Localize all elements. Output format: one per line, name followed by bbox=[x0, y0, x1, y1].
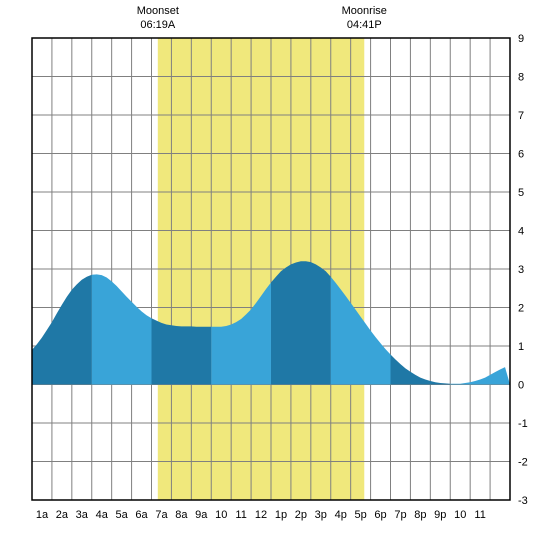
y-tick-label: 3 bbox=[518, 264, 524, 276]
x-tick-label: 3p bbox=[315, 509, 327, 521]
tide-chart: -3-2-101234567891a2a3a4a5a6a7a8a9a101112… bbox=[0, 0, 550, 550]
tide-shadow-stripe bbox=[271, 261, 331, 384]
y-tick-label: 5 bbox=[518, 187, 524, 199]
y-tick-label: -2 bbox=[518, 457, 528, 469]
x-tick-label: 7p bbox=[394, 509, 406, 521]
moonrise-title: Moonrise bbox=[342, 5, 387, 17]
tide-chart-svg: -3-2-101234567891a2a3a4a5a6a7a8a9a101112… bbox=[0, 0, 550, 550]
x-tick-label: 11 bbox=[235, 509, 246, 521]
y-tick-label: -3 bbox=[518, 495, 528, 507]
x-tick-label: 7a bbox=[155, 509, 168, 521]
y-tick-label: -1 bbox=[518, 418, 528, 430]
moonrise-time: 04:41P bbox=[347, 19, 382, 31]
x-tick-label: 12 bbox=[255, 509, 267, 521]
x-tick-label: 4a bbox=[96, 509, 109, 521]
x-tick-label: 1p bbox=[275, 509, 287, 521]
y-tick-label: 7 bbox=[518, 110, 524, 122]
moonset-time: 06:19A bbox=[140, 19, 176, 31]
x-tick-label: 5a bbox=[116, 509, 129, 521]
moonset-title: Moonset bbox=[137, 5, 179, 17]
x-tick-label: 6p bbox=[374, 509, 386, 521]
x-tick-label: 9a bbox=[195, 509, 208, 521]
x-tick-label: 5p bbox=[355, 509, 367, 521]
y-tick-label: 0 bbox=[518, 380, 524, 392]
y-tick-label: 4 bbox=[518, 226, 524, 238]
tide-shadow-stripe bbox=[152, 318, 212, 384]
y-tick-label: 8 bbox=[518, 72, 524, 84]
x-tick-label: 2p bbox=[295, 509, 307, 521]
y-tick-label: 1 bbox=[518, 341, 524, 353]
x-tick-label: 10 bbox=[215, 509, 227, 521]
x-tick-label: 1a bbox=[36, 509, 49, 521]
y-tick-label: 2 bbox=[518, 303, 524, 315]
x-tick-label: 8p bbox=[414, 509, 426, 521]
x-tick-label: 8a bbox=[175, 509, 188, 521]
y-tick-label: 6 bbox=[518, 149, 524, 161]
x-tick-label: 4p bbox=[335, 509, 347, 521]
x-tick-label: 10 bbox=[454, 509, 466, 521]
x-tick-label: 3a bbox=[76, 509, 89, 521]
x-tick-label: 2a bbox=[56, 509, 69, 521]
x-tick-label: 6a bbox=[135, 509, 148, 521]
y-tick-label: 9 bbox=[518, 33, 524, 45]
x-tick-label: 11 bbox=[474, 509, 485, 521]
x-tick-label: 9p bbox=[434, 509, 446, 521]
